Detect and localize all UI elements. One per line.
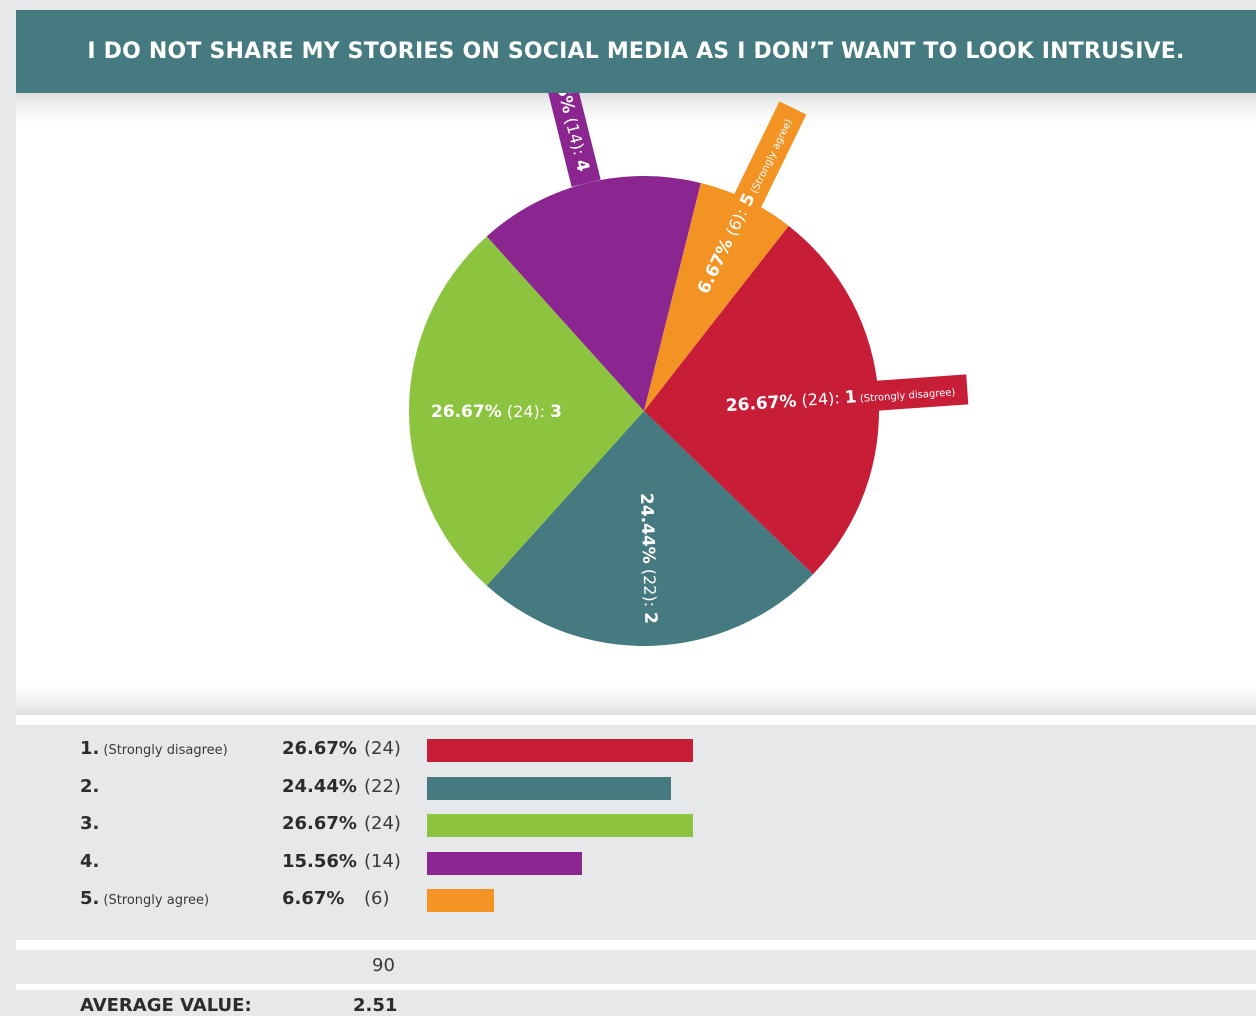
chart-title: I DO NOT SHARE MY STORIES ON SOCIAL MEDI… bbox=[87, 39, 1185, 64]
slice-label-background bbox=[712, 374, 969, 423]
table-row-label: 3. bbox=[80, 813, 99, 834]
table-row-percentage: 15.56% bbox=[282, 850, 357, 872]
table-row-number: 4. bbox=[80, 850, 100, 872]
table-row-number: 5. bbox=[80, 888, 100, 909]
svg-text:26.67% (24): 1 (Strongly disag: 26.67% (24): 1 (Strongly disagree) bbox=[725, 380, 956, 416]
slice-label-category: 1 bbox=[844, 387, 857, 408]
average-label: AVERAGE VALUE: bbox=[80, 995, 252, 1016]
table-row-count: (6) bbox=[364, 888, 390, 909]
table-row-bar bbox=[427, 776, 671, 800]
total-row: 90 bbox=[16, 950, 1256, 984]
slice-label-background bbox=[418, 397, 574, 427]
total-count: 90 bbox=[372, 955, 395, 976]
top-shadow bbox=[16, 93, 1256, 133]
table-row-count: (24) bbox=[364, 738, 401, 759]
table-row-count: (24) bbox=[364, 813, 401, 834]
table-row-bar bbox=[427, 814, 693, 837]
slice-label-count: (24): bbox=[502, 402, 550, 421]
slice-label-2: 24.44% (22): 2 bbox=[630, 480, 666, 637]
slice-label-pct: 26.67% bbox=[431, 402, 502, 422]
table-row-percentage: 26.67% bbox=[282, 813, 357, 834]
table-row-number: 1. bbox=[80, 738, 100, 759]
slice-label-pct: 24.44% bbox=[636, 493, 658, 564]
separator bbox=[16, 940, 1256, 950]
separator bbox=[16, 984, 1256, 990]
slice-label-count: (24): bbox=[796, 388, 846, 410]
table-row-percentage: 6.67% bbox=[282, 888, 345, 909]
svg-text:24.44% (22): 2: 24.44% (22): 2 bbox=[636, 493, 661, 625]
table-row-label: 2. bbox=[80, 776, 99, 797]
average-value: 2.51 bbox=[353, 995, 398, 1016]
svg-text:26.67% (24): 3: 26.67% (24): 3 bbox=[431, 402, 562, 422]
table-row-count: (14) bbox=[364, 850, 401, 872]
slice-label-category: 4 bbox=[571, 158, 593, 174]
slice-label-3: 26.67% (24): 3 bbox=[418, 397, 574, 427]
slice-label-background bbox=[534, 93, 601, 187]
slice-label-category: 2 bbox=[640, 612, 660, 625]
slice-label-pct: 26.67% bbox=[725, 391, 797, 416]
table-row-percentage: 26.67% bbox=[282, 738, 357, 759]
results-table: 1. (Strongly disagree) 26.67% (24) 2. 24.44% (… bbox=[16, 725, 1256, 940]
table-row-label: 4. bbox=[80, 851, 99, 872]
slice-label-background bbox=[630, 480, 666, 637]
average-row: AVERAGE VALUE: 2.51 bbox=[16, 990, 1256, 1016]
table-row-note: (Strongly agree) bbox=[103, 893, 210, 908]
table-row-label: 5. (Strongly agree) bbox=[80, 888, 209, 909]
bottom-shadow bbox=[16, 675, 1256, 715]
table-row-note: (Strongly disagree) bbox=[103, 743, 228, 758]
slice-label-count: (22): bbox=[639, 563, 660, 612]
table-row-bar bbox=[427, 739, 693, 762]
table-row-label: 1. (Strongly disagree) bbox=[80, 738, 228, 759]
table-row-percentage: 24.44% bbox=[282, 775, 357, 797]
table-row-bar bbox=[427, 851, 582, 875]
chart-title-bar: I DO NOT SHARE MY STORIES ON SOCIAL MEDI… bbox=[16, 10, 1256, 93]
slice-label-category: 3 bbox=[550, 402, 562, 422]
table-row-bar bbox=[427, 889, 494, 912]
pie-chart-panel: 26.67% (24): 1 (Strongly disagree) 24.44%… bbox=[16, 93, 1256, 715]
slice-label-background bbox=[684, 101, 807, 311]
table-row-number: 3. bbox=[80, 813, 100, 834]
slice-label-1: 26.67% (24): 1 (Strongly disagree) bbox=[712, 374, 969, 423]
pie-chart: 26.67% (24): 1 (Strongly disagree) 24.44%… bbox=[16, 93, 1256, 715]
pie-slice-4 bbox=[486, 176, 701, 411]
table-row-count: (22) bbox=[364, 775, 401, 797]
table-row-number: 2. bbox=[80, 775, 100, 797]
separator bbox=[16, 715, 1256, 725]
